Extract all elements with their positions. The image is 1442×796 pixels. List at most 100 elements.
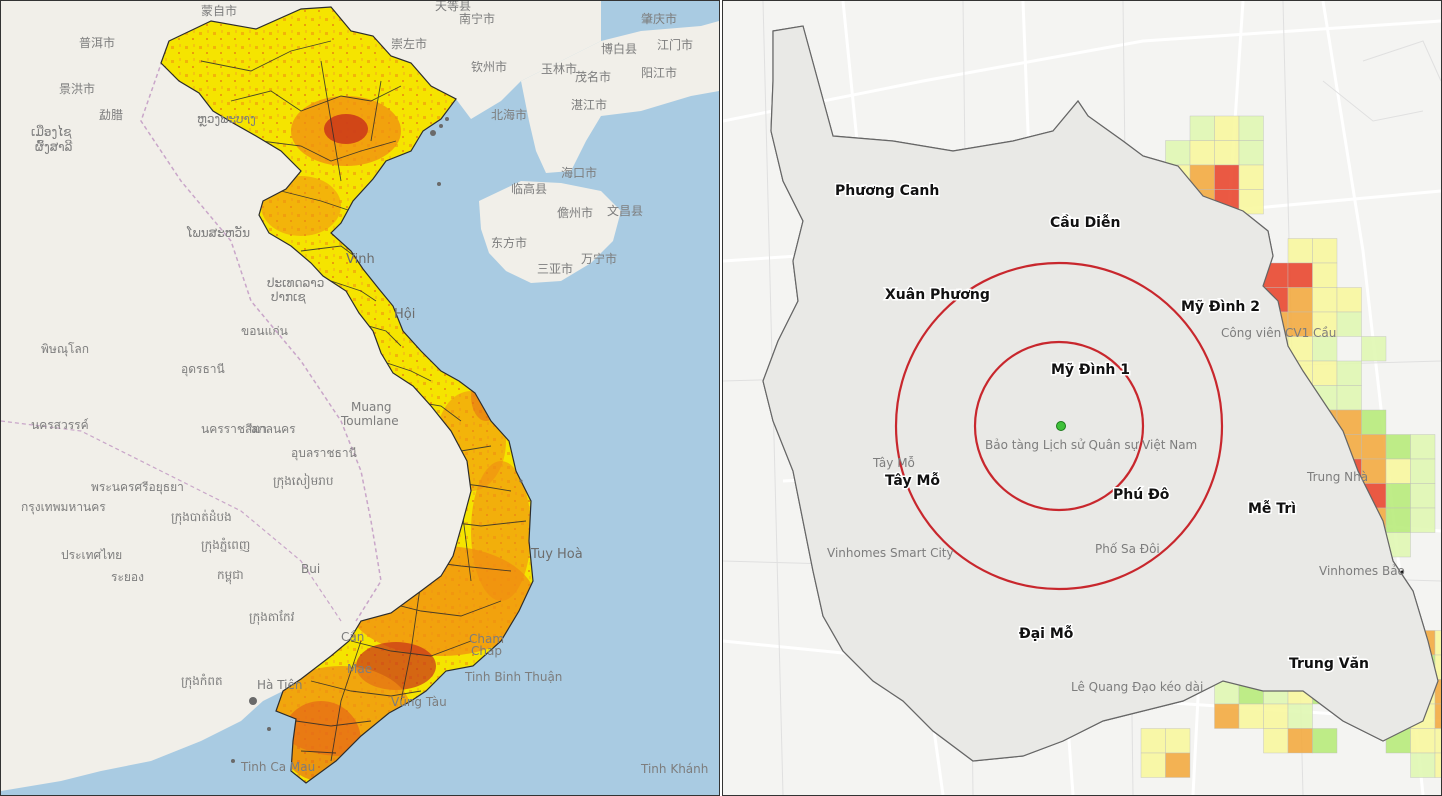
place-label: Bui (301, 562, 320, 576)
place-label: ປະເທດລາວ (267, 276, 324, 290)
place-label: 勐腊 (99, 108, 123, 122)
place-label: 文昌县 (607, 203, 643, 218)
grid-cell (1410, 752, 1436, 778)
place-label: 肇庆市 (641, 11, 677, 26)
place-label: 南宁市 (459, 11, 495, 26)
grid-cell (1189, 115, 1215, 141)
basemap-label: Lê Quang Đạo kéo dài (1071, 680, 1203, 694)
grid-cell (1434, 752, 1441, 778)
grid-cell (1287, 262, 1313, 288)
grid-cell (1434, 703, 1441, 729)
grid-cell (1214, 164, 1240, 190)
grid-cell (1385, 458, 1411, 484)
place-label: Cham (469, 632, 504, 646)
grid-cell (1336, 385, 1362, 411)
grid-cell (1263, 703, 1289, 729)
place-label: ເມືອງໄຊ (31, 124, 72, 139)
grid-cell (1140, 728, 1166, 754)
place-label: ក្រុងសៀមរាប (273, 473, 334, 489)
grid-cell (1336, 360, 1362, 386)
site-point-marker[interactable] (1056, 421, 1066, 431)
grid-cell (1287, 728, 1313, 754)
grid-cell (1361, 336, 1387, 362)
place-label: ក្រុងបាត់ដំបង (171, 509, 232, 525)
place-label: นครราชสีมา (201, 422, 267, 436)
place-label: Vinh (346, 252, 375, 267)
grid-cell (1312, 728, 1338, 754)
ward-label: Tây Mỗ (885, 472, 940, 489)
place-label: Muang Toumlane (340, 400, 399, 428)
basemap-label: Vinhomes Bảo (1319, 564, 1405, 578)
place-label: 博白县 (601, 41, 637, 56)
grid-cell (1336, 287, 1362, 313)
district-detail-map[interactable]: Bảo tàng Lịch sử Quân sự Việt Nam Vinhome… (722, 0, 1442, 796)
place-label: 湛江市 (571, 97, 607, 112)
ward-label: Mễ Trì (1248, 500, 1296, 517)
grid-cell (1214, 140, 1240, 166)
place-label: 钦州市 (471, 59, 507, 74)
grid-cell (1165, 752, 1191, 778)
grid-cell (1410, 483, 1436, 509)
place-label: ក្រុងកំពត (181, 673, 223, 689)
grid-cell (1238, 189, 1264, 215)
ward-labels: Phương Canh Cầu Diễn Xuân Phương Mỹ Đình 2 M… (834, 182, 1371, 674)
place-label: Chap (471, 644, 502, 658)
grid-cell (1312, 262, 1338, 288)
place-label: Mae (347, 662, 372, 676)
ward-label: Phương Canh (835, 183, 939, 199)
place-label: 天等县 (435, 1, 471, 13)
place-label: 三亚市 (537, 261, 573, 276)
place-label: ຜົ້ງສາລີ (35, 139, 72, 154)
grid-cell (1336, 311, 1362, 337)
grid-cell (1238, 140, 1264, 166)
basemap-label: Bảo tàng Lịch sử Quân sự Việt Nam (985, 438, 1197, 452)
place-label: พระนครศรีอยุธยา (91, 480, 184, 495)
place-label: Cần (341, 630, 364, 644)
place-label: กรุงเทพมหานคร (21, 500, 106, 515)
grid-cell (1312, 238, 1338, 264)
grid-cell (1214, 703, 1240, 729)
place-label: อุดรธานี (181, 362, 225, 377)
place-label: Tinh Ca Mau (240, 760, 315, 774)
district-map-canvas[interactable]: Bảo tàng Lịch sử Quân sự Việt Nam Vinhome… (723, 1, 1441, 795)
place-label: Hà Tiên (257, 678, 302, 692)
place-label: 崇左市 (391, 36, 427, 51)
grid-cell (1287, 703, 1313, 729)
grid-cell (1434, 630, 1441, 656)
ward-label: Xuân Phương (885, 287, 990, 303)
ward-label: Trung Văn (1289, 656, 1369, 672)
grid-cell (1287, 238, 1313, 264)
place-label: 蒙自市 (201, 3, 237, 18)
grid-cell (1238, 703, 1264, 729)
place-label: Tinh Khánh (640, 762, 708, 776)
vietnam-overview-map[interactable]: 蒙自市 普洱市 景洪市 勐腊 南宁市 崇左市 钦州市 玉林市 肇庆市 江门市 阳江市 茂名市 湛江市 北海… (0, 0, 720, 796)
grid-cell (1165, 140, 1191, 166)
place-label: 茂名市 (575, 69, 611, 84)
grid-cell (1361, 434, 1387, 460)
ward-label: Mỹ Đình 2 (1181, 299, 1260, 315)
place-label: 普洱市 (79, 35, 115, 50)
grid-cell (1410, 728, 1436, 754)
grid-cell (1238, 164, 1264, 190)
basemap-label: Công viên CV1 Cầu (1221, 326, 1336, 340)
place-label: 玉林市 (541, 61, 577, 76)
grid-cell (1238, 115, 1264, 141)
buffer-ring-outer (894, 261, 1224, 591)
grid-cell (1385, 434, 1411, 460)
place-label: ประเทศไทย (61, 548, 122, 562)
grid-cell (1287, 287, 1313, 313)
place-label: ໂພນສະຫວັນ (186, 226, 250, 240)
place-label: Tinh Binh Thuận (464, 670, 562, 684)
grid-cell (1312, 360, 1338, 386)
place-label: 临高县 (511, 181, 547, 196)
grid-cell (1165, 728, 1191, 754)
place-label: ຫຼວງພະບາງ (197, 112, 256, 126)
grid-cell (1214, 115, 1240, 141)
grid-cell (1361, 409, 1387, 435)
buffer-ring-inner (973, 340, 1145, 512)
place-label: ក្រុងភ្នំពេញ (201, 537, 250, 553)
grid-cell (1410, 507, 1436, 533)
grid-cell (1434, 728, 1441, 754)
